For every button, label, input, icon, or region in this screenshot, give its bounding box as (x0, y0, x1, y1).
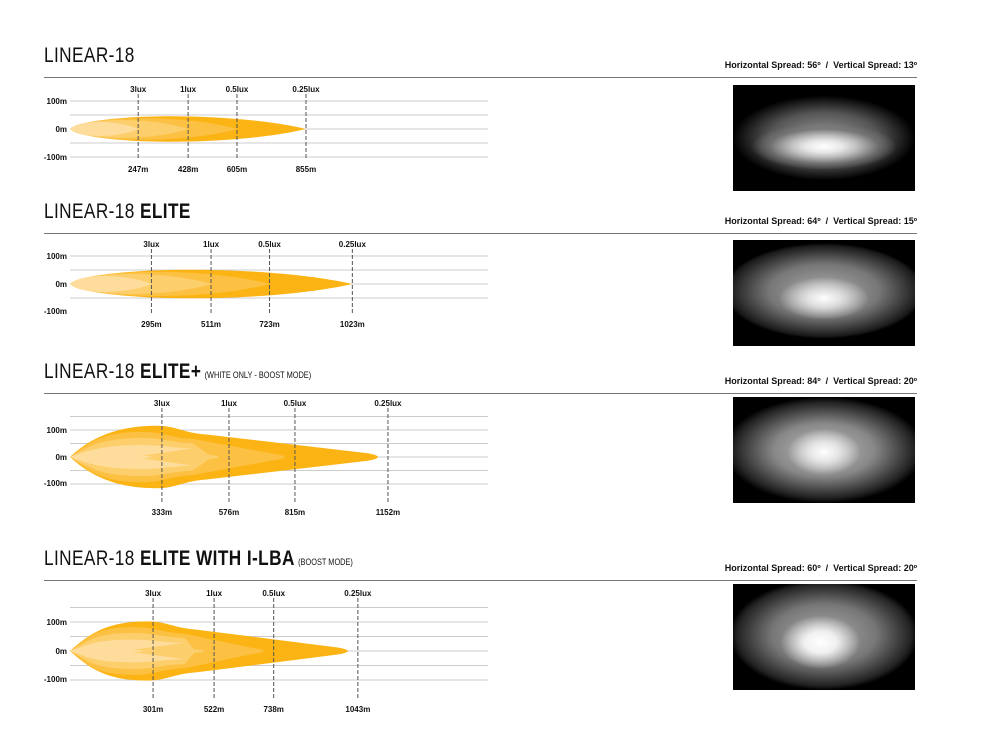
lux-label: 3lux (145, 589, 162, 598)
title-main: LINEAR-18 (44, 200, 140, 223)
lux-label: 0.25lux (339, 240, 367, 249)
section-divider (44, 233, 917, 234)
y-axis-label: 0m (55, 647, 67, 656)
distance-label: 605m (227, 165, 247, 174)
lux-label: 0.5lux (226, 85, 249, 94)
separator: / (825, 376, 829, 386)
distance-label: 855m (296, 165, 316, 174)
section-title: LINEAR-18 (44, 44, 138, 68)
spread-info: Horizontal Spread: 60º / Vertical Spread… (725, 563, 917, 573)
y-axis-label: 100m (47, 252, 67, 261)
vertical-spread: Vertical Spread: 20º (833, 376, 917, 386)
lux-label: 0.25lux (374, 399, 402, 408)
section-divider (44, 580, 917, 581)
section-divider (44, 77, 917, 78)
beam-zone-3lux (70, 276, 152, 292)
y-axis-label: 100m (47, 97, 67, 106)
vertical-spread: Vertical Spread: 13º (833, 60, 917, 70)
distance-label: 428m (178, 165, 198, 174)
y-axis-label: 0m (55, 280, 67, 289)
distance-label: 511m (201, 320, 221, 329)
distance-label: 723m (259, 320, 279, 329)
lux-label: 0.25lux (292, 85, 320, 94)
beam-photo (733, 85, 915, 191)
lux-label: 0.5lux (258, 240, 281, 249)
spread-info: Horizontal Spread: 84º / Vertical Spread… (725, 376, 917, 386)
horizontal-spread: Horizontal Spread: 64º (724, 216, 821, 226)
beam-glow (733, 85, 915, 191)
title-note: (BOOST MODE) (298, 557, 353, 567)
lux-label: 0.5lux (262, 589, 285, 598)
title-bold: ELITE+ (139, 360, 202, 383)
title-bold: ELITE WITH I-LBA (139, 547, 295, 570)
distance-label: 295m (141, 320, 161, 329)
horizontal-spread: Horizontal Spread: 56º (724, 60, 821, 70)
horizontal-spread: Horizontal Spread: 60º (724, 563, 821, 573)
beam-glow (733, 240, 915, 346)
vertical-spread: Vertical Spread: 15º (833, 216, 917, 226)
distance-label: 815m (285, 508, 305, 517)
y-axis-label: 100m (47, 618, 67, 627)
distance-label: 247m (128, 165, 148, 174)
spread-info: Horizontal Spread: 56º / Vertical Spread… (725, 60, 917, 70)
distance-label: 1043m (345, 705, 370, 714)
separator: / (825, 216, 829, 226)
beam-photo (733, 397, 915, 503)
y-axis-label: -100m (44, 479, 67, 488)
distance-label: 522m (204, 705, 224, 714)
title-main: LINEAR-18 (44, 44, 135, 67)
y-axis-label: 100m (47, 426, 67, 435)
spread-info: Horizontal Spread: 64º / Vertical Spread… (725, 216, 917, 226)
distance-label: 576m (219, 508, 239, 517)
distance-label: 1152m (376, 508, 400, 517)
lux-label: 1lux (180, 85, 197, 94)
section-divider (44, 393, 917, 394)
beam-photo (733, 584, 915, 690)
separator: / (825, 60, 829, 70)
beam-photo (733, 240, 915, 346)
vertical-spread: Vertical Spread: 20º (833, 563, 917, 573)
lux-label: 3lux (143, 240, 160, 249)
lux-label: 0.25lux (344, 589, 372, 598)
y-axis-label: -100m (44, 153, 67, 162)
lux-label: 1lux (203, 240, 220, 249)
lux-label: 0.5lux (284, 399, 307, 408)
section-title: LINEAR-18 ELITE+ (WHITE ONLY - BOOST MODE… (44, 360, 311, 384)
beam-zone-3lux (70, 122, 139, 136)
title-main: LINEAR-18 (44, 360, 140, 383)
distance-label: 301m (143, 705, 163, 714)
y-axis-label: -100m (44, 307, 67, 316)
y-axis-label: 0m (55, 453, 67, 462)
distance-label: 333m (152, 508, 172, 517)
y-axis-label: -100m (44, 675, 67, 684)
beam-glow (733, 397, 915, 503)
section-title: LINEAR-18 ELITE WITH I-LBA (BOOST MODE) (44, 547, 353, 571)
beam-zone-3lux (70, 639, 185, 663)
distance-label: 1023m (340, 320, 365, 329)
lux-label: 1lux (221, 399, 238, 408)
title-bold: ELITE (139, 200, 191, 223)
horizontal-spread: Horizontal Spread: 84º (724, 376, 821, 386)
title-main: LINEAR-18 (44, 547, 140, 570)
y-axis-label: 0m (55, 125, 67, 134)
lux-label: 1lux (206, 589, 223, 598)
lux-label: 3lux (130, 85, 147, 94)
beam-glow (733, 584, 915, 690)
separator: / (825, 563, 829, 573)
lux-label: 3lux (154, 399, 171, 408)
distance-label: 738m (263, 705, 283, 714)
title-note: (WHITE ONLY - BOOST MODE) (204, 370, 312, 380)
section-title: LINEAR-18 ELITE (44, 200, 194, 224)
